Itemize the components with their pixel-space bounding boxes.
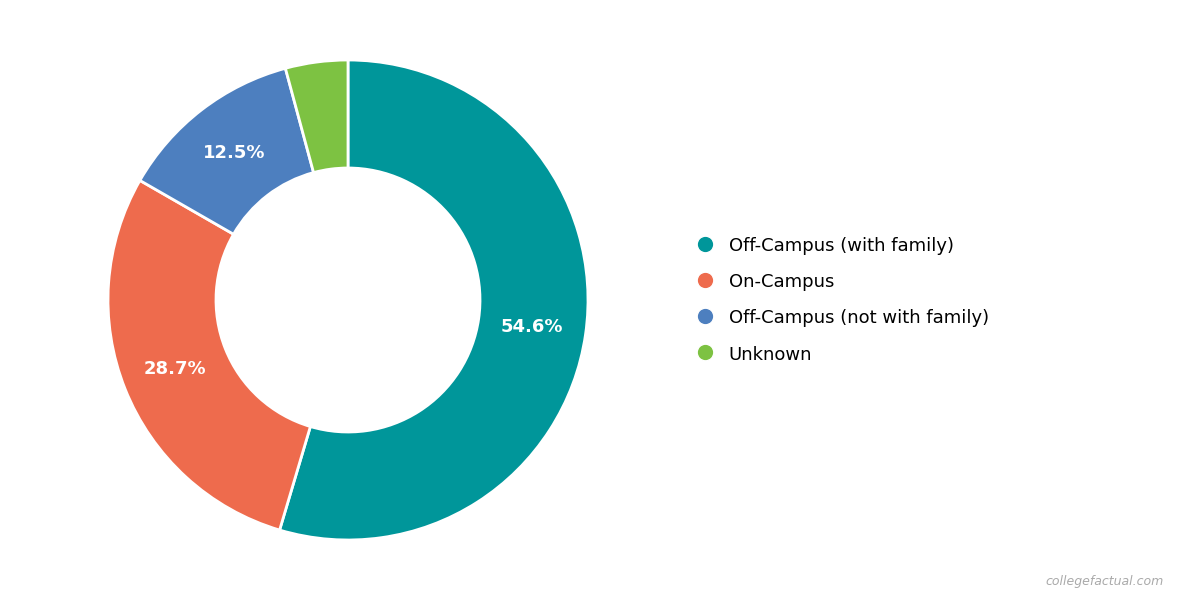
Text: collegefactual.com: collegefactual.com — [1045, 575, 1164, 588]
Text: 28.7%: 28.7% — [144, 360, 206, 378]
Wedge shape — [140, 68, 313, 234]
Legend: Off-Campus (with family), On-Campus, Off-Campus (not with family), Unknown: Off-Campus (with family), On-Campus, Off… — [688, 227, 997, 373]
Wedge shape — [280, 60, 588, 540]
Text: 12.5%: 12.5% — [203, 143, 265, 161]
Wedge shape — [286, 60, 348, 173]
Text: 54.6%: 54.6% — [500, 318, 563, 336]
Wedge shape — [108, 181, 311, 530]
